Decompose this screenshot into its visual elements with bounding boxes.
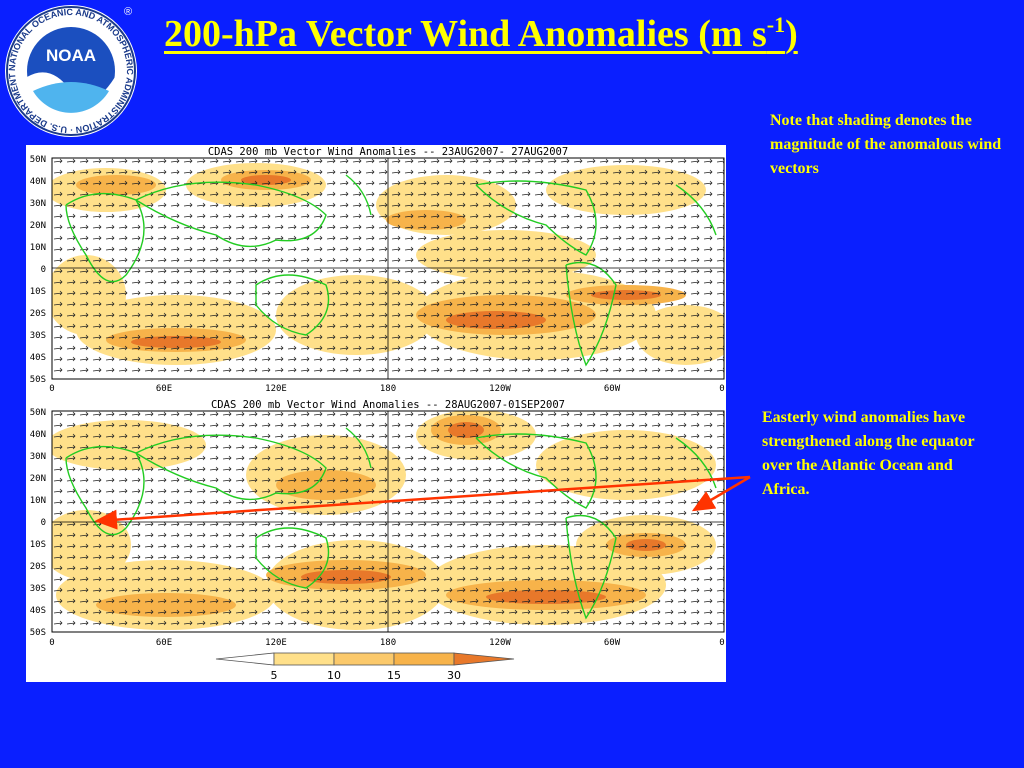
colorbar-label-15: 15: [387, 669, 401, 682]
svg-text:0: 0: [41, 518, 46, 528]
bottom-coastlines: [65, 427, 717, 620]
bottom-lon-labels: 0 60E 120E 180 120W 60W 0: [49, 638, 724, 648]
svg-text:60E: 60E: [156, 384, 172, 394]
svg-text:30S: 30S: [30, 584, 46, 594]
svg-text:0: 0: [49, 384, 54, 394]
svg-text:10N: 10N: [30, 496, 46, 506]
slide-title: 200-hPa Vector Wind Anomalies (m s-1): [164, 12, 798, 56]
title-close: ): [785, 13, 798, 55]
svg-text:20S: 20S: [30, 309, 46, 319]
title-text: 200-hPa Vector Wind Anomalies (m s: [164, 13, 767, 55]
svg-text:60W: 60W: [604, 384, 621, 394]
svg-text:50S: 50S: [30, 628, 46, 638]
svg-text:120W: 120W: [489, 638, 511, 648]
svg-text:30N: 30N: [30, 199, 46, 209]
svg-text:40N: 40N: [30, 177, 46, 187]
svg-text:0: 0: [41, 265, 46, 275]
colorbar: 5 10 15 30: [215, 652, 515, 682]
svg-text:40N: 40N: [30, 430, 46, 440]
top-lat-labels: 50N 40N 30N 20N 10N 0 10S 20S 30S 40S 50…: [30, 155, 46, 385]
svg-text:120E: 120E: [265, 384, 287, 394]
shading-note: Note that shading denotes the magnitude …: [770, 112, 1002, 177]
title-superscript: -1: [766, 12, 786, 37]
svg-text:50S: 50S: [30, 375, 46, 385]
svg-text:180: 180: [380, 638, 396, 648]
svg-text:20N: 20N: [30, 221, 46, 231]
svg-text:0: 0: [719, 384, 724, 394]
bottom-lat-labels: 50N 40N 30N 20N 10N 0 10S 20S 30S 40S 50…: [30, 408, 46, 638]
svg-text:0: 0: [719, 638, 724, 648]
logo-text: NOAA: [46, 46, 96, 65]
svg-text:120W: 120W: [489, 384, 511, 394]
top-lon-labels: 0 60E 120E 180 120W 60W 0: [49, 384, 724, 394]
registered-mark: ®: [124, 6, 132, 18]
svg-text:10N: 10N: [30, 243, 46, 253]
svg-text:60E: 60E: [156, 638, 172, 648]
svg-text:30N: 30N: [30, 452, 46, 462]
bottom-map: CDAS 200 mb Vector Wind Anomalies -- 28A…: [30, 399, 725, 648]
colorbar-label-5: 5: [271, 669, 278, 682]
colorbar-label-10: 10: [327, 669, 341, 682]
top-map: CDAS 200 mb Vector Wind Anomalies -- 23A…: [30, 146, 725, 394]
svg-text:40S: 40S: [30, 606, 46, 616]
svg-text:10S: 10S: [30, 540, 46, 550]
svg-text:20N: 20N: [30, 474, 46, 484]
svg-text:20S: 20S: [30, 562, 46, 572]
maps-svg: CDAS 200 mb Vector Wind Anomalies -- 23A…: [30, 146, 725, 682]
top-map-title: CDAS 200 mb Vector Wind Anomalies -- 23A…: [208, 146, 568, 158]
easterly-note: Easterly wind anomalies have strengthene…: [762, 409, 975, 498]
arrow-to-atlantic: [691, 475, 751, 512]
svg-text:40S: 40S: [30, 353, 46, 363]
wind-anomaly-figure: CDAS 200 mb Vector Wind Anomalies -- 23A…: [26, 145, 726, 682]
svg-text:120E: 120E: [265, 638, 287, 648]
svg-text:180: 180: [380, 384, 396, 394]
svg-text:50N: 50N: [30, 408, 46, 418]
svg-text:60W: 60W: [604, 638, 621, 648]
colorbar-label-30: 30: [447, 669, 461, 682]
noaa-logo: NATIONAL OCEANIC AND ATMOSPHERIC ADMINIS…: [3, 3, 137, 137]
svg-text:50N: 50N: [30, 155, 46, 165]
svg-text:0: 0: [49, 638, 54, 648]
arrow-to-africa: [94, 475, 751, 530]
svg-text:10S: 10S: [30, 287, 46, 297]
bottom-map-title: CDAS 200 mb Vector Wind Anomalies -- 28A…: [211, 399, 565, 411]
svg-text:30S: 30S: [30, 331, 46, 341]
